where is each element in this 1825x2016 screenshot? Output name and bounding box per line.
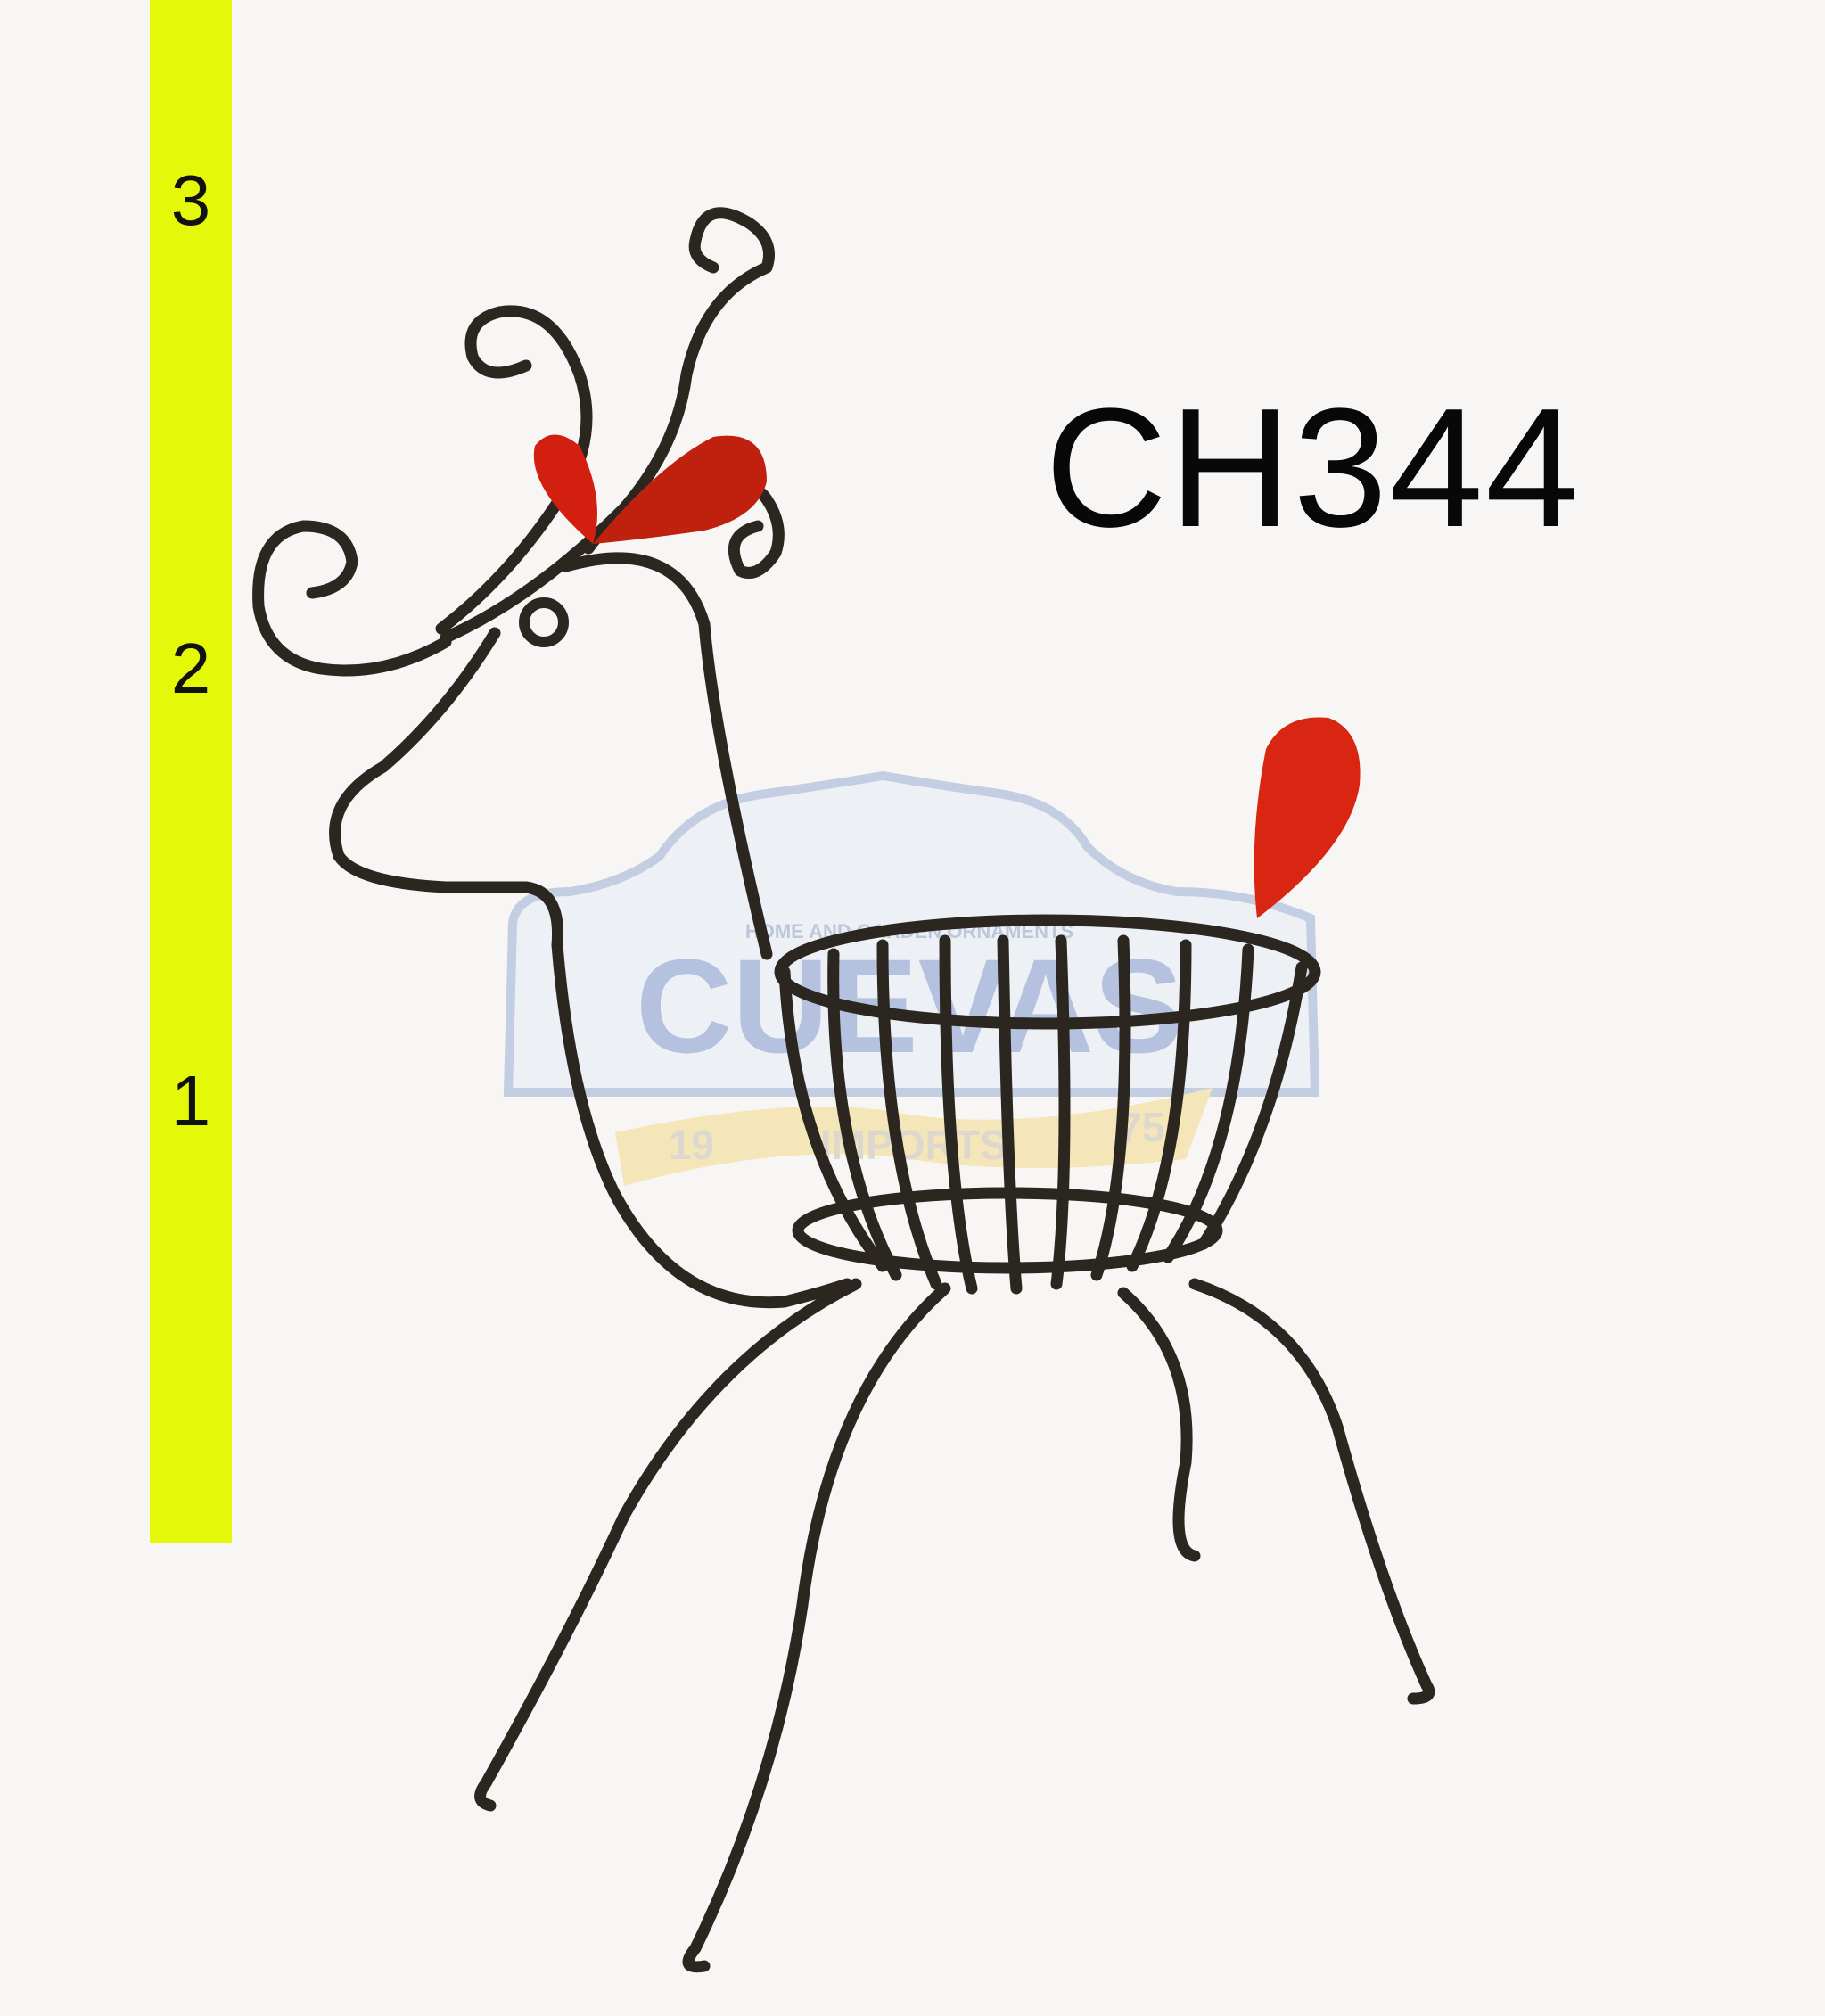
head-and-chest (329, 627, 853, 1309)
watermark-year-left: 19 (669, 1122, 714, 1168)
reindeer-frame (252, 207, 1435, 1973)
basket-slat (997, 934, 1023, 1295)
watermark-brand: CUEVAS (636, 931, 1183, 1081)
basket-slat (827, 948, 902, 1281)
product-code: CH344 (1045, 374, 1582, 563)
neck-back (560, 552, 773, 960)
antler-middle-curl (435, 305, 593, 635)
ear-right (593, 435, 767, 544)
cuevas-watermark-logo: HOME AND GARDEN ORNAMENTS CUEVAS 19 IMPO… (503, 770, 1320, 1186)
leg-back-right (1188, 1278, 1435, 1705)
basket-slat (1126, 939, 1192, 1272)
basket-slat (1090, 934, 1131, 1281)
height-scale-bar: 3 2 1 (150, 0, 232, 1543)
basket-slat (1197, 961, 1308, 1250)
leg-back-left (1117, 1287, 1201, 1562)
leg-front-left (474, 1278, 862, 1812)
scale-label-1: 1 (170, 1061, 211, 1140)
scale-label-2: 2 (170, 629, 211, 708)
basket-slat (876, 939, 942, 1290)
basket-slat (778, 966, 889, 1272)
eye-ring (519, 597, 569, 647)
scale-label-3: 3 (170, 160, 211, 240)
basket-slat (939, 934, 978, 1295)
basket-slat (1162, 943, 1254, 1263)
leg-front-right (682, 1282, 951, 1973)
ear-left (533, 434, 597, 544)
tail (1254, 717, 1361, 918)
red-accents (533, 434, 1361, 918)
basket-slat (1050, 934, 1071, 1290)
antler-left-curl (252, 520, 452, 677)
